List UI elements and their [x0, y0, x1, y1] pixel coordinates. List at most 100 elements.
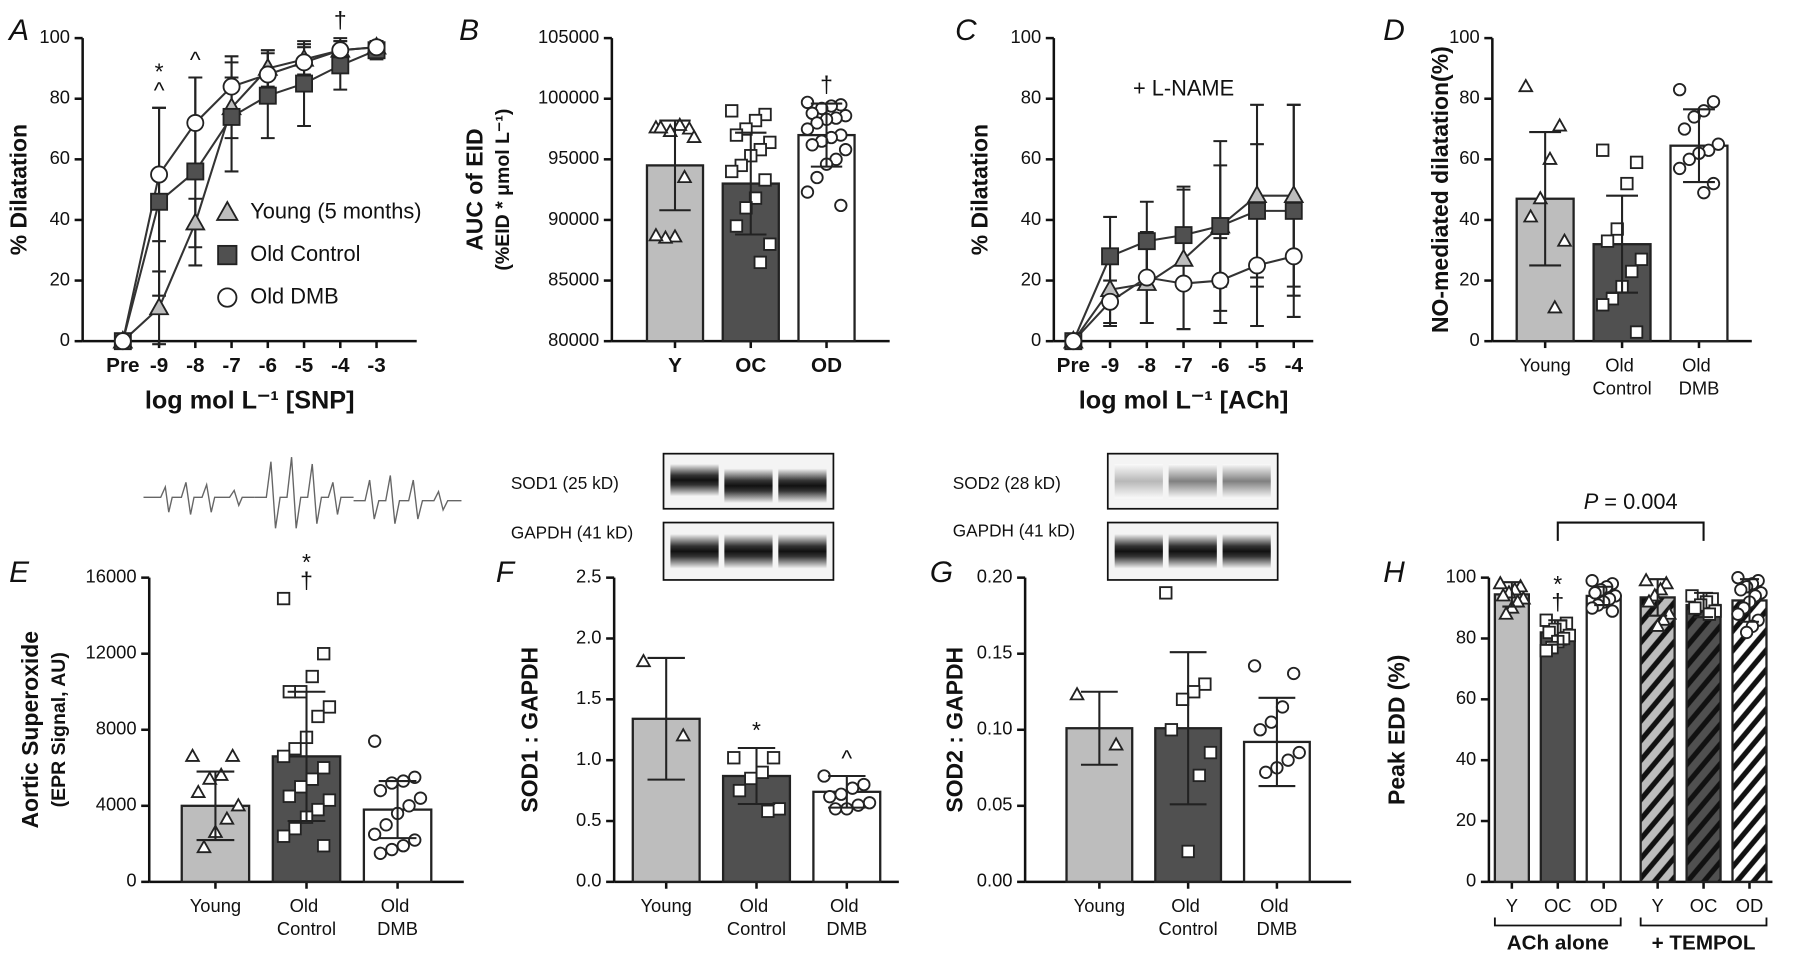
- data-point: [744, 771, 758, 786]
- y-axis-title: (EPR Signal, AU): [48, 652, 70, 807]
- significance-mark: †: [820, 71, 833, 97]
- data-point: [1655, 611, 1672, 626]
- data-point: [1542, 150, 1558, 165]
- legend-marker: [215, 200, 239, 221]
- data-point: [1287, 666, 1301, 681]
- data-point: [1159, 586, 1173, 600]
- data-point: [373, 783, 388, 798]
- y-tick-label: 40: [1459, 208, 1479, 229]
- y-tick-label: 100: [39, 26, 70, 47]
- data-point: [1284, 247, 1303, 266]
- data-point: [763, 135, 777, 150]
- error-bar: [1594, 585, 1614, 607]
- error-bar: [1080, 690, 1118, 766]
- x-tick-label: Y: [1652, 895, 1664, 916]
- panel-label: B: [459, 14, 479, 47]
- y-tick-label: 40: [1456, 748, 1476, 769]
- y-tick-label: 60: [1021, 147, 1041, 168]
- x-tick-label: Old Control: [1592, 354, 1651, 398]
- significance-mark: ^: [841, 745, 852, 771]
- data-point: [385, 842, 399, 857]
- data-point: [1137, 232, 1156, 251]
- y-tick-label: 16000: [86, 565, 137, 586]
- data-point: [1546, 299, 1563, 314]
- y-tick-label: 0.5: [576, 809, 602, 830]
- data-point: [1672, 161, 1687, 176]
- epr-trace: [353, 475, 462, 524]
- data-point: [1734, 583, 1748, 597]
- data-point: [1192, 768, 1206, 783]
- group-label: ACh alone: [1507, 931, 1609, 954]
- blot-band: [778, 468, 827, 504]
- x-tick-label: Old DMB: [826, 895, 867, 939]
- data-point: [1283, 184, 1305, 204]
- error-bar: [196, 770, 235, 842]
- y-tick-label: 0.15: [977, 642, 1013, 663]
- data-point: [851, 798, 865, 812]
- significance-mark: †: [1551, 589, 1564, 615]
- data-point: [1064, 332, 1083, 351]
- data-point: [201, 770, 218, 785]
- data-point: [258, 86, 277, 105]
- panel-label: F: [496, 556, 516, 589]
- data-point: [113, 332, 132, 351]
- y-tick-label: 80: [50, 87, 70, 108]
- data-point: [845, 781, 860, 795]
- y-axis-title: AUC of EID: [461, 128, 487, 250]
- y-tick-label: 80: [1021, 87, 1041, 108]
- data-point: [184, 747, 201, 762]
- y-tick-label: 0.10: [977, 718, 1013, 739]
- error-bar: [1606, 194, 1639, 294]
- x-tick-label: Old DMB: [377, 895, 418, 939]
- y-tick-label: 95000: [548, 147, 599, 168]
- data-point: [1175, 692, 1190, 706]
- data-point: [834, 787, 848, 801]
- data-point: [1620, 176, 1634, 191]
- y-axis-title: (%EID * μmol L⁻¹): [492, 109, 514, 271]
- data-point: [725, 164, 739, 179]
- bar: [1539, 631, 1576, 884]
- y-tick-label: 1.5: [576, 687, 602, 708]
- data-point: [408, 833, 422, 847]
- data-point: [1542, 625, 1556, 640]
- error-bar: [828, 774, 866, 809]
- data-point: [222, 107, 241, 126]
- panel-label: G: [930, 556, 953, 589]
- error-bar: [810, 102, 843, 168]
- data-point: [396, 839, 410, 853]
- data-point: [1247, 659, 1262, 673]
- data-point: [1517, 78, 1534, 93]
- data-point: [755, 765, 769, 780]
- data-point: [184, 211, 206, 231]
- x-tick-label: -8: [1138, 354, 1156, 377]
- blot-label: GAPDH (41 kD): [511, 523, 633, 543]
- x-tick-label: -3: [367, 354, 385, 377]
- error-bar: [659, 119, 691, 212]
- y-tick-label: 60: [1459, 147, 1479, 168]
- data-point: [1706, 95, 1721, 109]
- data-point: [258, 65, 277, 84]
- blot-label: SOD2 (28 kD): [953, 473, 1061, 493]
- data-point: [676, 169, 693, 184]
- panel-label: H: [1383, 556, 1405, 589]
- x-tick-label: Pre: [106, 354, 139, 377]
- x-tick-label: Y: [1506, 895, 1518, 916]
- data-point: [1629, 325, 1644, 339]
- data-point: [385, 776, 399, 790]
- x-tick-label: Old Control: [727, 895, 786, 939]
- error-bar: [1694, 591, 1714, 619]
- blot-label: SOD1 (25 kD): [511, 473, 619, 493]
- data-point: [753, 255, 767, 270]
- y-tick-label: 0.00: [977, 870, 1013, 891]
- data-point: [1634, 252, 1649, 267]
- y-tick-label: 80: [1459, 87, 1479, 108]
- data-point: [1164, 723, 1179, 737]
- significance-mark: ^: [154, 77, 165, 103]
- data-point: [1658, 575, 1675, 590]
- significance-mark: *: [1553, 571, 1562, 597]
- data-point: [1174, 274, 1193, 293]
- data-point: [1605, 604, 1620, 618]
- data-point: [1495, 587, 1512, 602]
- y-tick-label: 4000: [96, 794, 137, 815]
